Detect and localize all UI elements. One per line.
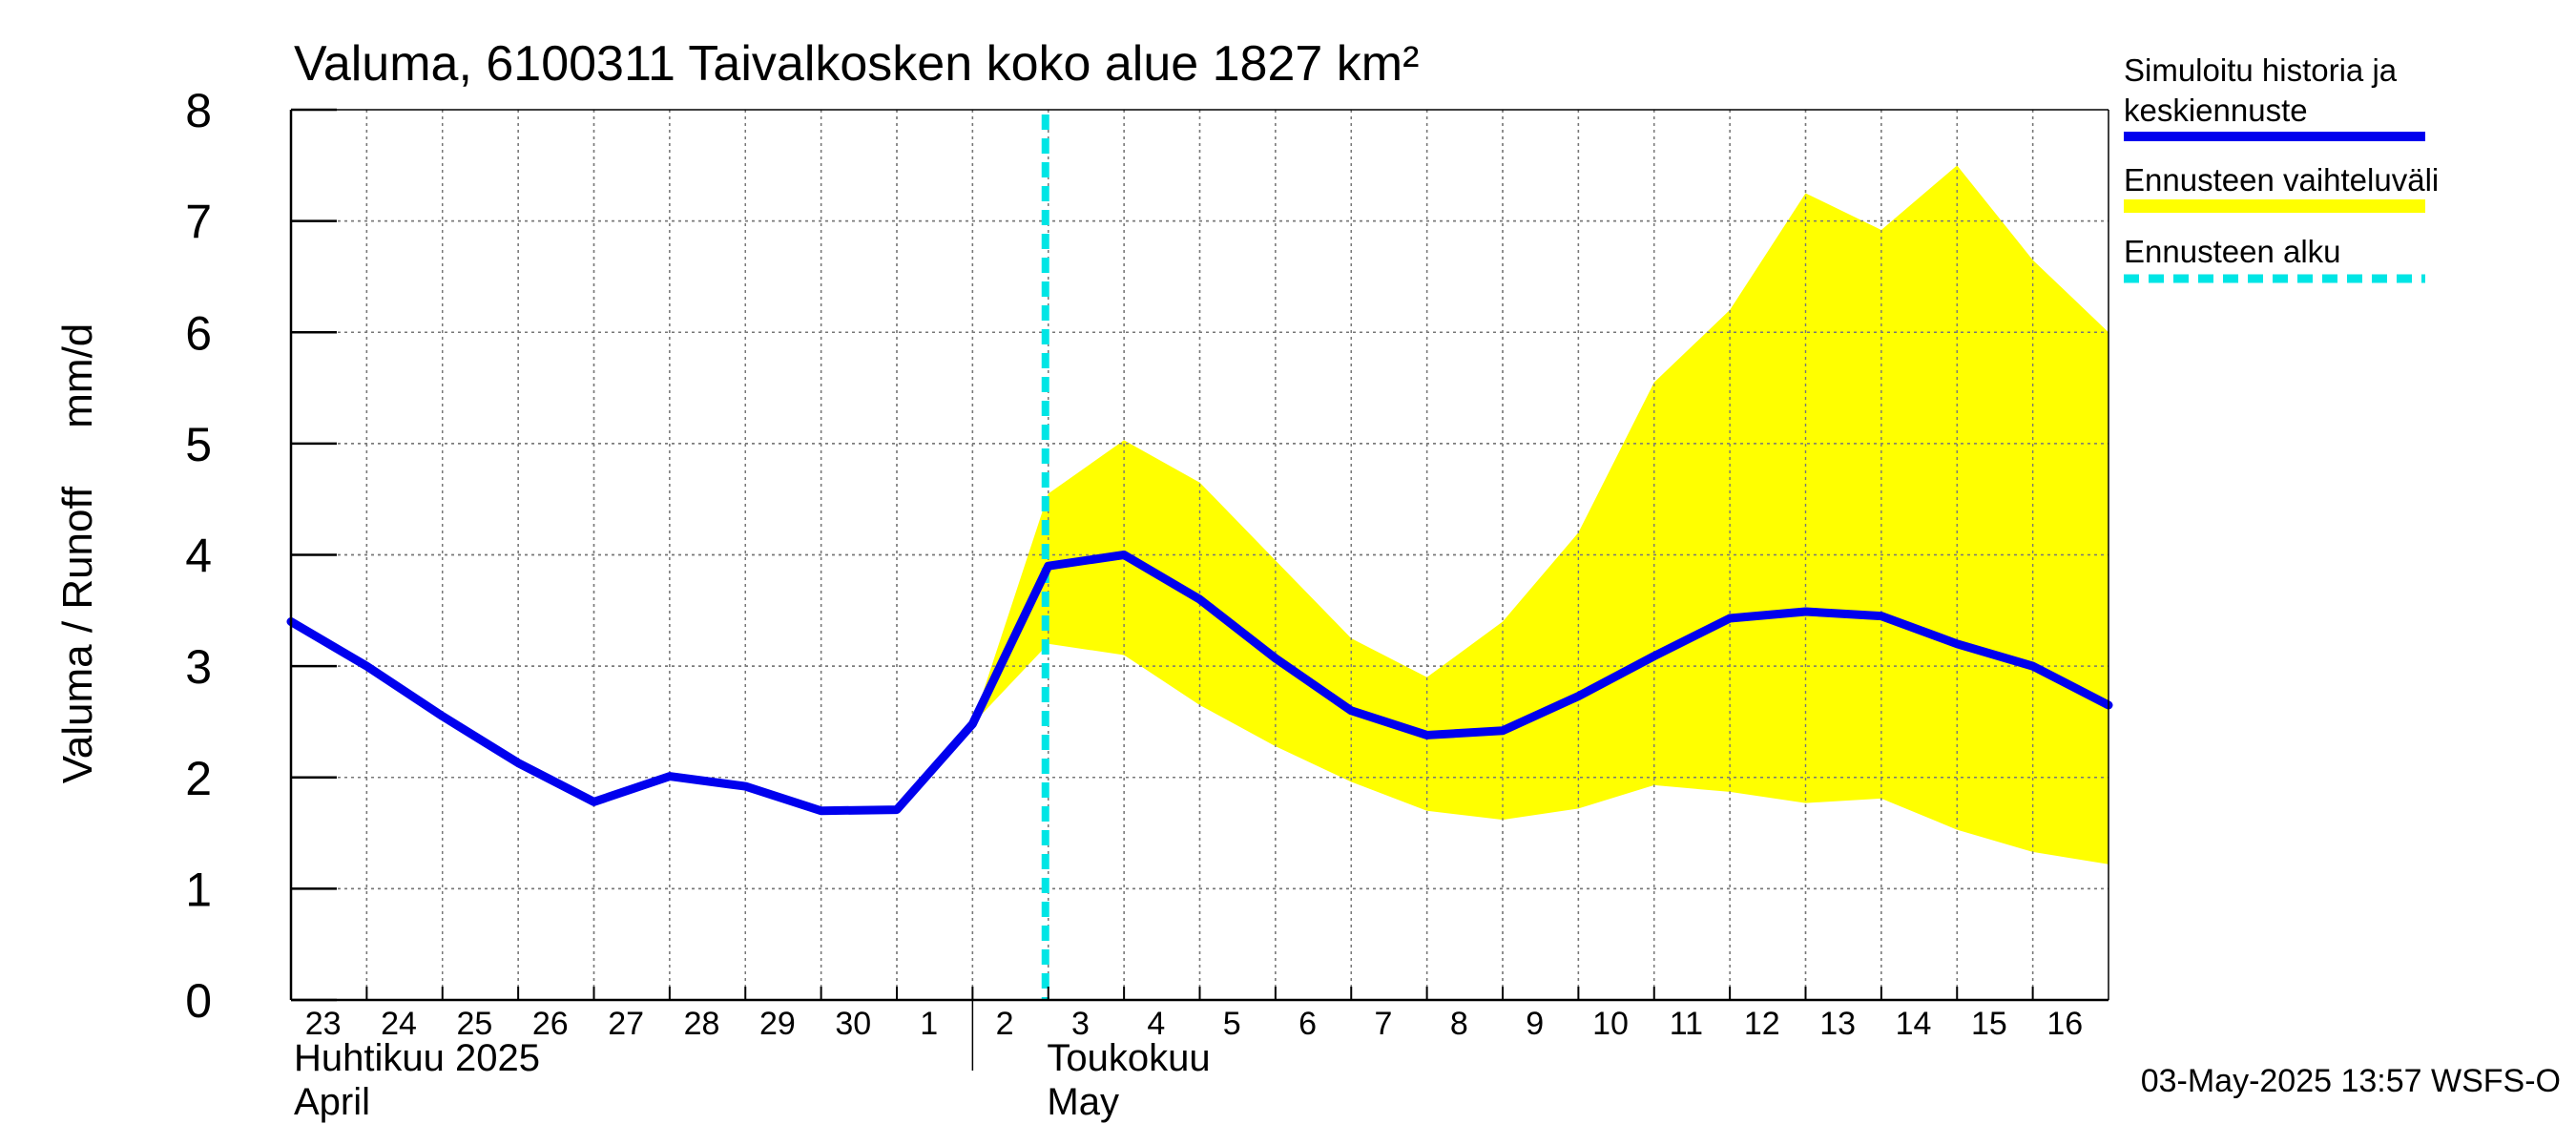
x-tick-label: 30: [835, 1006, 871, 1042]
simulated-runoff-line: [286, 551, 2113, 816]
legend-label-range: Ennusteen vaihteluväli: [2124, 162, 2439, 198]
x-tick-label: 5: [1223, 1006, 1241, 1042]
y-tick-label: 2: [185, 752, 212, 805]
x-tick-label: 3: [1071, 1006, 1090, 1042]
x-tick-label: 16: [2046, 1006, 2083, 1042]
x-tick-label: 12: [1744, 1006, 1780, 1042]
y-tick-label: 5: [185, 418, 212, 471]
x-tick-label: 11: [1670, 1006, 1703, 1042]
y-tick-label: 7: [185, 196, 212, 249]
x-tick-label: 28: [684, 1006, 720, 1042]
x-tick-label: 4: [1147, 1006, 1165, 1042]
month-label-english: May: [1047, 1081, 1119, 1123]
month-label-finnish: Toukokuu: [1047, 1037, 1210, 1079]
chart-title: Valuma, 6100311 Taivalkosken koko alue 1…: [294, 36, 1419, 92]
x-tick-label: 29: [759, 1006, 796, 1042]
y-axis-tick-labels: 0 1 2 3 4 5 6 7 8: [185, 84, 212, 1028]
legend-label-simulated-line1: Simuloitu historia ja: [2124, 52, 2398, 88]
y-tick-label: 1: [185, 863, 212, 916]
x-tick-label: 26: [532, 1006, 569, 1042]
month-label-finnish: Huhtikuu 2025: [294, 1037, 540, 1079]
x-axis-tick-labels: 23 24 25 26 27 28 29 30 1 2 3 4 5 6 7 8 9 10 11 12 13 14 15 16: [305, 1006, 2083, 1042]
legend-label-simulated-line2: keskiennuste: [2124, 93, 2308, 128]
x-tick-label: 15: [1971, 1006, 2007, 1042]
month-label-english: April: [294, 1081, 370, 1123]
x-tick-label: 14: [1896, 1006, 1932, 1042]
x-tick-label: 9: [1526, 1006, 1544, 1042]
forecast-range-area: [972, 165, 2109, 864]
x-tick-label: 10: [1592, 1006, 1629, 1042]
forecast-range-band: [972, 165, 2109, 864]
x-tick-label: 23: [305, 1006, 342, 1042]
x-tick-label: 8: [1450, 1006, 1468, 1042]
y-axis-label: Valuma / Runoff mm/d: [54, 323, 101, 784]
x-tick-label: 13: [1819, 1006, 1856, 1042]
x-tick-label: 24: [381, 1006, 417, 1042]
x-tick-label: 25: [457, 1006, 493, 1042]
x-tick-label: 1: [920, 1006, 938, 1042]
plot-axes: [289, 108, 2109, 1002]
x-tick-label: 2: [996, 1006, 1014, 1042]
y-tick-label: 4: [185, 530, 212, 583]
y-tick-label: 6: [185, 306, 212, 360]
legend: Simuloitu historia ja keskiennuste Ennus…: [2124, 52, 2439, 283]
footer-timestamp: 03-May-2025 13:57 WSFS-O: [2141, 1063, 2561, 1099]
x-tick-label: 6: [1298, 1006, 1317, 1042]
legend-label-forecast-start: Ennusteen alku: [2124, 234, 2341, 269]
y-tick-label: 0: [185, 974, 212, 1028]
simulated-runoff-series: [286, 551, 2113, 816]
x-tick-label: 7: [1374, 1006, 1392, 1042]
y-tick-label: 8: [185, 84, 212, 137]
y-tick-label: 3: [185, 640, 212, 694]
x-tick-label: 27: [608, 1006, 644, 1042]
